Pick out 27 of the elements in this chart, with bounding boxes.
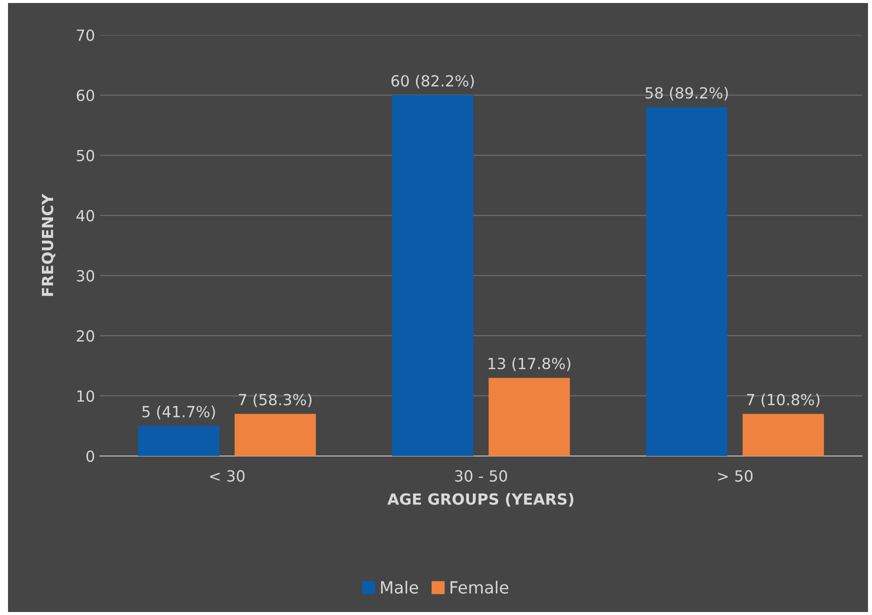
legend-label: Male	[381, 580, 418, 594]
y-tick-label: 10	[77, 390, 94, 402]
bar	[234, 414, 316, 456]
data-label: 7 (58.3%)	[239, 394, 312, 408]
bar	[392, 95, 474, 456]
bar	[742, 414, 824, 456]
x-tick-label: < 30	[210, 470, 245, 482]
bar	[138, 426, 220, 456]
data-label: 7 (10.8%)	[747, 394, 820, 408]
data-label: 58 (89.2%)	[646, 86, 728, 100]
x-axis-title: AGE GROUPS (YEARS)	[387, 493, 574, 507]
y-tick-label: 70	[76, 29, 94, 42]
bar	[646, 107, 728, 456]
y-tick-label: 40	[76, 210, 94, 222]
y-tick-label: 0	[86, 450, 94, 462]
y-tick-label: 20	[76, 330, 94, 342]
legend-label: Female	[450, 580, 508, 594]
y-axis-title: FREQUENCY	[42, 194, 56, 296]
data-label: 5 (41.7%)	[142, 406, 215, 420]
data-label: 60 (82.2%)	[391, 74, 474, 88]
x-tick-label: > 50	[718, 470, 753, 482]
data-label: 13 (17.8%)	[488, 357, 570, 372]
y-tick-label: 50	[76, 150, 94, 162]
y-tick-label: 30	[76, 270, 94, 282]
x-tick-label: 30 - 50	[455, 470, 508, 482]
bar	[488, 378, 570, 456]
y-tick-label: 60	[76, 90, 94, 102]
